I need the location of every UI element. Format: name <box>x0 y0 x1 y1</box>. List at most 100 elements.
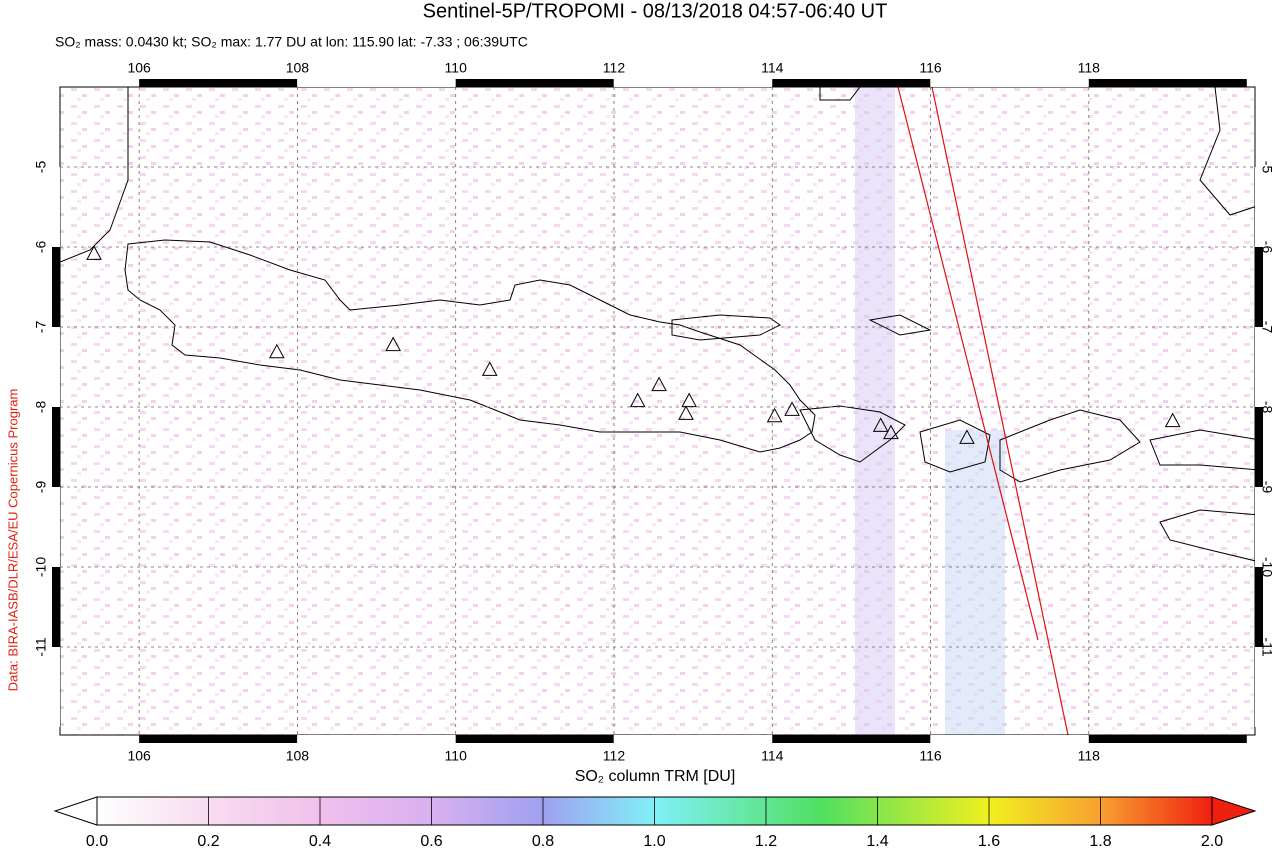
tick-bar <box>52 247 60 327</box>
colorbar-over <box>1211 796 1257 826</box>
x-tick-label: 106 <box>127 60 151 76</box>
colorbar-tick-label: 2.0 <box>1201 833 1223 850</box>
orbit-edge <box>931 87 1069 735</box>
tick-bar <box>52 567 60 647</box>
tick-bar <box>52 487 60 567</box>
x-tick-label: 114 <box>761 60 784 76</box>
y-tick-label: -5 <box>33 161 49 174</box>
x-tick-label: 114 <box>761 748 784 764</box>
y-tick-label: -7 <box>1259 321 1272 334</box>
tick-bar <box>1255 487 1263 567</box>
tick-bar <box>772 735 931 743</box>
volcano <box>883 424 899 440</box>
y-tick-label: -9 <box>1259 481 1272 494</box>
tick-bar <box>1088 735 1247 743</box>
chart-title: Sentinel-5P/TROPOMI - 08/13/2018 04:57-0… <box>423 0 888 22</box>
y-tick-label: -9 <box>33 481 49 494</box>
y-tick-label: -6 <box>1259 241 1272 254</box>
coastline <box>868 314 932 336</box>
tick-bar <box>1088 79 1247 87</box>
subtitle: SO₂ mass: 0.0430 kt; SO₂ max: 1.77 DU at… <box>55 34 528 50</box>
tick-bar <box>1255 327 1263 407</box>
colorbar-tick-label: 0.4 <box>309 833 331 850</box>
coastline <box>1159 509 1255 562</box>
volcano <box>629 392 646 408</box>
y-tick-label: -6 <box>33 241 49 254</box>
x-tick-label: 108 <box>286 748 310 764</box>
volcano <box>651 376 667 392</box>
coastline <box>671 314 781 341</box>
volcano <box>481 361 498 376</box>
y-tick-label: -8 <box>1259 401 1272 414</box>
y-tick-label: -10 <box>33 557 49 577</box>
colorbar-label: SO₂ column TRM [DU] <box>575 768 736 785</box>
coastline <box>1149 429 1255 471</box>
x-tick-label: 110 <box>445 60 468 76</box>
swath-edge <box>945 430 1005 735</box>
x-tick-label: 118 <box>1078 60 1101 76</box>
y-tick-label: -10 <box>1259 557 1272 577</box>
volcano <box>86 245 102 260</box>
volcano <box>385 336 402 352</box>
x-tick-label: 110 <box>445 748 468 764</box>
volcano <box>1164 412 1181 428</box>
x-tick-label: 116 <box>919 748 942 764</box>
coastline <box>999 409 1141 483</box>
coastline <box>819 87 861 101</box>
y-tick-label: -7 <box>33 321 49 334</box>
tick-bar <box>1255 647 1263 727</box>
volcano <box>681 392 697 408</box>
x-tick-label: 108 <box>286 60 310 76</box>
x-tick-label: 106 <box>127 748 151 764</box>
volcano <box>678 405 694 420</box>
colorbar-tick-label: 1.0 <box>643 833 665 850</box>
tick-bar <box>613 79 772 87</box>
background <box>60 87 1255 735</box>
colorbar-tick-label: 0.6 <box>420 833 442 850</box>
orbit-edge <box>897 87 1039 641</box>
volcano <box>269 343 285 359</box>
tick-bar <box>613 735 772 743</box>
colorbar-under <box>53 796 98 826</box>
tick-bar <box>1255 167 1263 247</box>
tick-bar <box>297 735 456 743</box>
colorbar-tick-label: 1.2 <box>755 833 777 850</box>
tick-bar <box>1255 247 1263 327</box>
coastline <box>60 87 129 263</box>
colorbar-tick-label: 1.6 <box>978 833 1000 850</box>
coastline <box>919 419 991 473</box>
tick-bar <box>455 79 614 87</box>
colorbar-tick-label: 0.8 <box>532 833 554 850</box>
coastline <box>799 405 906 463</box>
y-tick-label: -11 <box>33 637 49 656</box>
tick-bar <box>930 79 1089 87</box>
tick-bar <box>772 79 931 87</box>
tick-bar <box>930 735 1089 743</box>
colorbar-tick-label: 1.8 <box>1089 833 1111 850</box>
x-tick-label: 112 <box>603 748 626 764</box>
colorbar-tick-label: 0.0 <box>86 833 108 850</box>
volcano <box>959 429 975 444</box>
tick-bar <box>1255 567 1263 647</box>
tick-bar <box>52 407 60 487</box>
y-tick-label: -8 <box>33 401 49 414</box>
volcano <box>766 407 783 423</box>
colorbar-tick-label: 1.4 <box>866 833 888 850</box>
tick-bar <box>52 647 60 727</box>
tick-bar <box>52 327 60 407</box>
map-area <box>60 87 1255 735</box>
volcano <box>872 417 889 432</box>
tick-bar <box>139 79 298 87</box>
tick-bar <box>139 735 298 743</box>
x-tick-label: 112 <box>603 60 626 76</box>
data-credit: Data: BIRA-IASB/DLR/ESA/EU Copernicus Pr… <box>5 389 20 692</box>
tick-bar <box>52 167 60 247</box>
y-tick-label: -5 <box>1259 161 1272 174</box>
tick-bar <box>297 79 456 87</box>
x-tick-label: 116 <box>919 60 942 76</box>
tick-bar <box>455 735 614 743</box>
coastline <box>124 239 816 453</box>
colorbar-tick-label: 0.2 <box>197 833 219 850</box>
y-tick-label: -11 <box>1259 637 1272 656</box>
